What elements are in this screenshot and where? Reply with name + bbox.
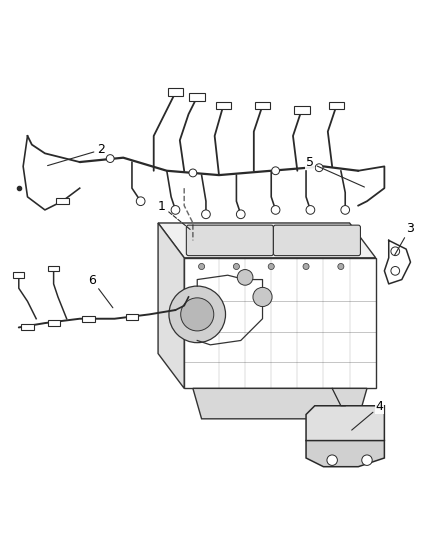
- Circle shape: [253, 287, 272, 306]
- Circle shape: [244, 228, 259, 244]
- Bar: [254, 102, 270, 109]
- Circle shape: [339, 228, 355, 244]
- Circle shape: [136, 197, 145, 206]
- Bar: [13, 272, 25, 278]
- Bar: [82, 316, 95, 322]
- Bar: [48, 266, 59, 271]
- Polygon shape: [158, 223, 184, 389]
- Circle shape: [233, 263, 240, 270]
- Polygon shape: [306, 406, 385, 449]
- Circle shape: [391, 247, 399, 256]
- Text: 6: 6: [88, 274, 113, 308]
- Circle shape: [391, 266, 399, 275]
- FancyBboxPatch shape: [186, 225, 273, 256]
- Bar: [56, 198, 69, 205]
- Circle shape: [306, 206, 315, 214]
- Circle shape: [106, 155, 114, 163]
- Circle shape: [362, 455, 372, 465]
- Polygon shape: [193, 389, 367, 419]
- Circle shape: [327, 455, 337, 465]
- Circle shape: [220, 228, 236, 244]
- Circle shape: [181, 298, 214, 331]
- Text: 1: 1: [158, 200, 191, 230]
- FancyBboxPatch shape: [273, 225, 360, 256]
- Text: 3: 3: [395, 222, 414, 255]
- Circle shape: [268, 228, 283, 244]
- Circle shape: [171, 206, 180, 214]
- Circle shape: [237, 270, 253, 285]
- Circle shape: [268, 263, 274, 270]
- Bar: [168, 88, 184, 96]
- Bar: [328, 102, 344, 109]
- Circle shape: [169, 286, 226, 343]
- Text: 2: 2: [48, 143, 105, 166]
- Circle shape: [201, 210, 210, 219]
- Circle shape: [189, 169, 197, 177]
- Bar: [47, 320, 60, 326]
- Circle shape: [338, 263, 344, 270]
- Bar: [294, 106, 310, 114]
- Circle shape: [271, 206, 280, 214]
- Circle shape: [315, 164, 323, 172]
- Circle shape: [303, 263, 309, 270]
- Bar: [215, 102, 231, 109]
- Bar: [21, 325, 34, 330]
- Polygon shape: [306, 441, 385, 467]
- Circle shape: [292, 228, 307, 244]
- Text: 5: 5: [306, 156, 364, 187]
- Circle shape: [316, 228, 331, 244]
- Circle shape: [198, 263, 205, 270]
- Polygon shape: [158, 223, 376, 258]
- Text: 4: 4: [352, 400, 384, 430]
- Circle shape: [237, 210, 245, 219]
- Circle shape: [341, 206, 350, 214]
- Bar: [189, 93, 205, 101]
- Circle shape: [272, 167, 279, 175]
- Bar: [126, 313, 138, 320]
